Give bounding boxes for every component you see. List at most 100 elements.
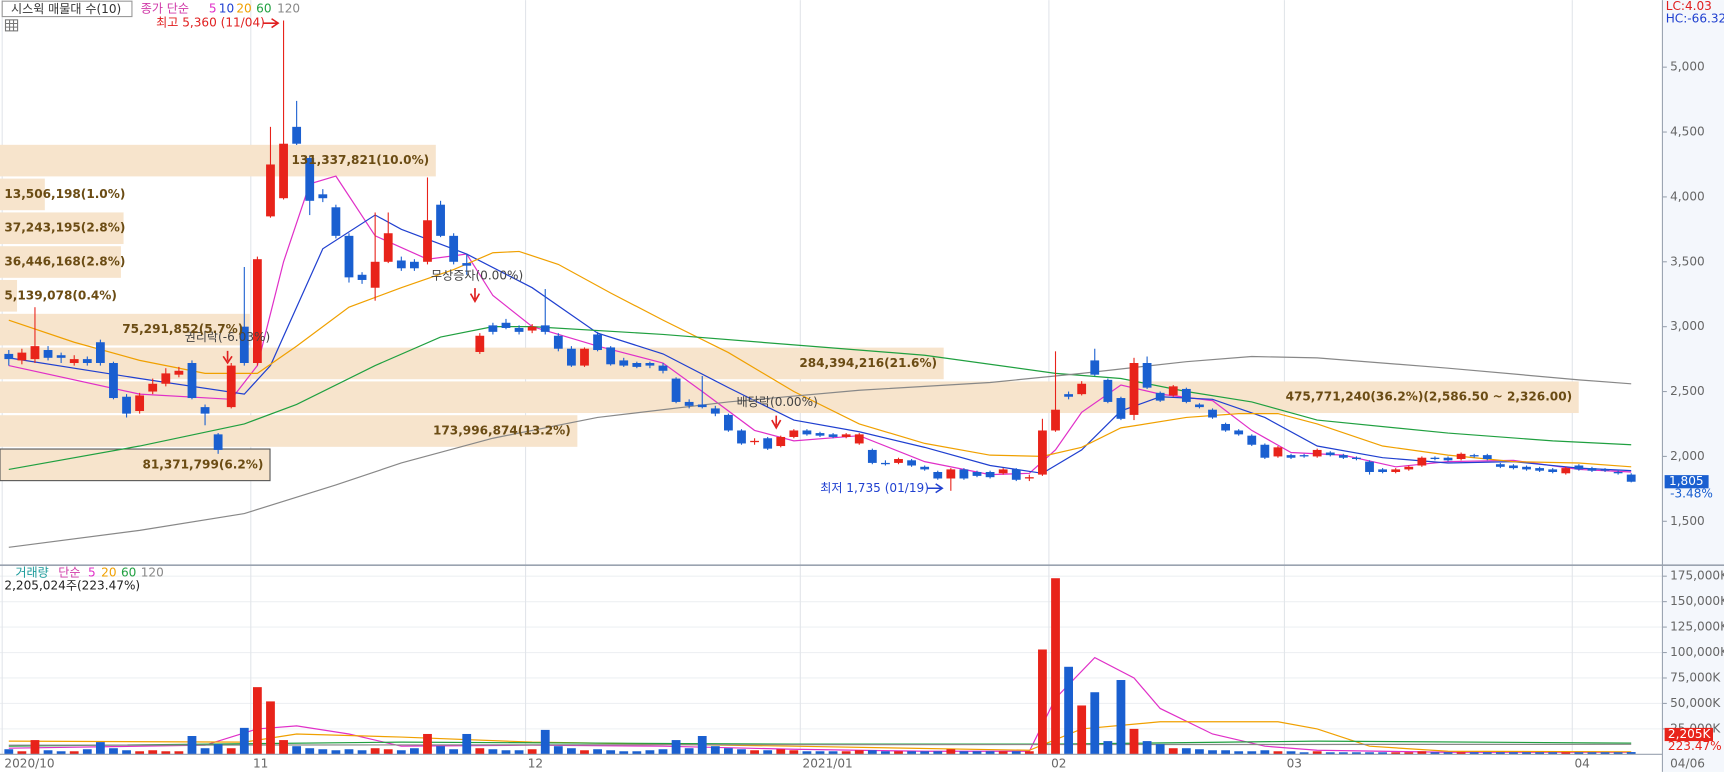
legend-entry[interactable]: 60 [256,1,271,15]
candle-body [436,204,445,236]
candle-body [1574,465,1584,470]
volume-bar [802,751,812,755]
candle-body [1417,457,1427,466]
volume-bar [1312,751,1322,755]
volume-marker-label: 2,205K [1668,727,1712,741]
candle-body [1129,362,1139,415]
volume-bar [959,751,969,755]
volume-bar [1195,749,1204,755]
legend-entry[interactable]: 10 [219,1,234,15]
legend-entry[interactable]: 60 [121,565,136,579]
volume-bar [920,751,930,755]
candle-body [43,350,53,358]
volume-profile-label: 37,243,195(2.8%) [4,221,125,235]
lc-indicator: LC:4.03 [1666,0,1712,13]
y-tick-label: 3,500 [1670,254,1705,268]
volume-bar [1587,752,1597,755]
volume-bar [344,749,354,755]
volume-bar [331,750,341,755]
y-tick-label: 2,000 [1670,449,1705,463]
legend-entry[interactable]: 120 [277,1,300,15]
volume-profile-label: 36,446,168(2.8%) [4,255,125,269]
candle-body [462,263,472,266]
candle-body [1587,468,1597,471]
volume-bar [580,750,589,755]
candle-body [187,362,197,399]
candle-body [174,370,184,375]
x-tick-label: 11 [253,757,268,771]
volume-profile-band [0,212,124,245]
candle-body [357,274,367,280]
volume-bar [370,748,380,755]
legend-entry[interactable]: 20 [236,1,251,15]
candle-body [841,434,851,437]
grid-icon[interactable] [4,19,19,32]
chart-title: 시스윅 매물대 수(10) [11,2,121,16]
candle-body [946,469,956,479]
candle-body [802,430,812,435]
high-annotation: 최고 5,360 (11/04) [156,16,265,30]
volume-bar [357,750,367,755]
volume-bar [200,748,210,755]
volume-profile-band [0,313,250,346]
candle-body [1443,457,1453,461]
volume-bar [213,744,223,755]
x-tick-label: 04 [1574,757,1589,771]
volume-bar [436,746,445,755]
candle-body [148,383,158,392]
volume-bar [1561,752,1571,755]
volume-marker-change: 223.47% [1668,739,1722,753]
volume-bar [30,740,40,755]
volume-bar [409,748,419,755]
volume-bar [1430,752,1440,755]
volume-bar [1273,751,1283,755]
candle-body [1168,386,1178,396]
legend-entry[interactable]: 120 [141,565,164,579]
candle-body [1482,455,1492,460]
volume-bar [514,750,524,755]
volume-profile-label: 173,996,874(13.2%) [433,424,571,438]
x-tick-label: 02 [1051,757,1066,771]
volume-bar [82,749,92,755]
y-tick-label: 1,500 [1670,514,1705,528]
candle-body [344,235,354,278]
candle-body [1404,466,1414,470]
candle-body [1495,464,1505,467]
volume-bar [1181,748,1191,755]
volume-bar [1286,751,1296,755]
candle-body [1299,455,1309,457]
moving-average-line [8,214,1632,474]
volume-bar [724,748,733,755]
volume-profile-band [0,144,436,177]
legend-entry[interactable]: 5 [209,1,217,15]
candle-body [1469,455,1479,457]
candle-body [226,365,236,408]
candle-body [985,471,995,478]
candle-body [1011,469,1021,480]
y-tick-label: 50,000K [1670,696,1721,710]
volume-subtitle: 2,205,024주(223.47%) [4,579,140,593]
candle-body [1273,447,1283,457]
candle-body [1325,452,1335,456]
volume-bar [43,750,53,755]
candle-body [763,438,773,449]
candle-body [161,373,171,384]
legend-entry[interactable]: 5 [88,565,96,579]
candle-body [776,436,786,447]
candle-body [567,348,576,366]
candle-body [1077,383,1087,395]
legend-entry[interactable]: 20 [101,565,116,579]
candle-body [1090,360,1100,375]
volume-profile-band [0,178,45,211]
volume-bar [1090,692,1100,755]
candle-body [907,460,916,466]
candle-body [998,469,1008,474]
legend-label: 종가 단순 [141,1,189,15]
candle-body [109,362,118,399]
x-tick-label: 03 [1287,757,1302,771]
title-box[interactable] [1,0,133,18]
volume-bar [697,736,707,755]
volume-profile-label: 81,371,799(6.2%) [142,457,263,471]
volume-bar [1522,752,1531,755]
y-tick-label: 4,500 [1670,125,1705,139]
